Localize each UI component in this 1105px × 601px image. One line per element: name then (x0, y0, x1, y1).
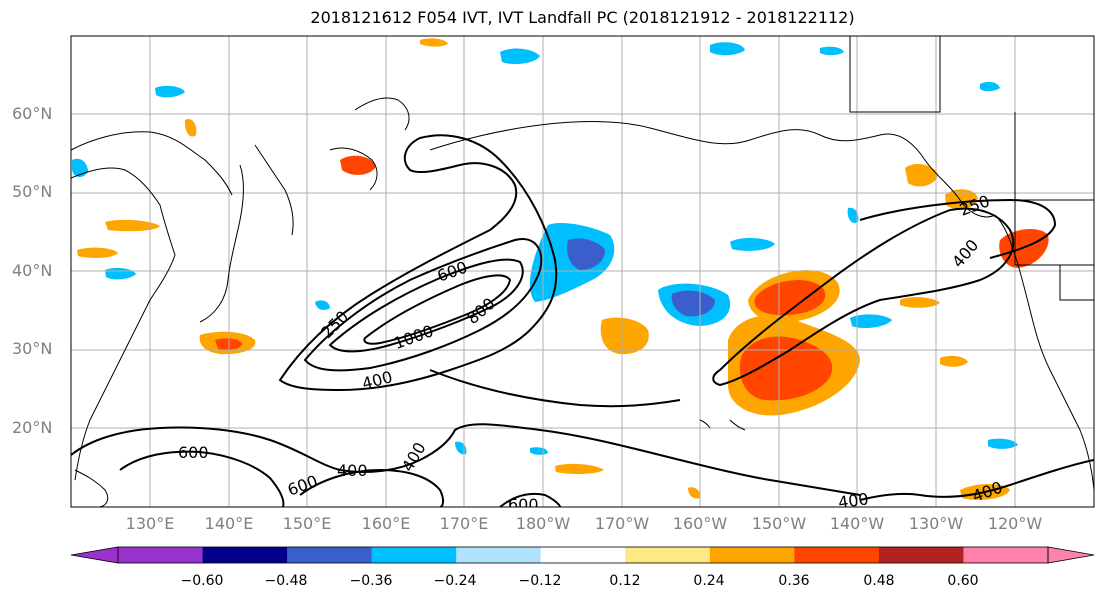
colorbar-tick: −0.24 (433, 573, 477, 589)
colorbar-tick: −0.12 (518, 573, 562, 589)
ivt-contours (71, 134, 1094, 507)
colorbar-tick: 0.12 (609, 573, 641, 589)
colorbar-extend-low (70, 546, 119, 564)
lon-label-160w: 160°W (672, 514, 728, 533)
lon-label-140e: 140°E (204, 514, 254, 533)
lon-label-140w: 140°W (829, 514, 885, 533)
colorbar-tick: −0.36 (349, 573, 393, 589)
colorbar-segment (287, 547, 373, 563)
map-title: 2018121612 F054 IVT, IVT Landfall PC (20… (310, 8, 855, 27)
colorbar-segment (456, 547, 542, 563)
colorbar-outline (117, 546, 1049, 564)
colorbar (70, 546, 1095, 564)
colorbar-segment (878, 547, 964, 563)
contour-label: 400 (837, 489, 870, 512)
colorbar-segment (118, 547, 204, 563)
colorbar-tick: 0.48 (863, 573, 895, 589)
lon-label-170w: 170°W (594, 514, 650, 533)
colorbar-tick: −0.48 (264, 573, 308, 589)
colorbar-extend-high (1047, 546, 1095, 564)
colorbar-segment (540, 547, 626, 563)
lat-label-60n: 60°N (12, 104, 53, 123)
lon-label-150w: 150°W (751, 514, 807, 533)
lat-label-40n: 40°N (12, 261, 53, 280)
lon-label-130e: 130°E (125, 514, 175, 533)
lon-label-160e: 160°E (361, 514, 411, 533)
lat-label-50n: 50°N (12, 182, 53, 201)
colorbar-segment (794, 547, 880, 563)
contour-label: 600 (508, 495, 539, 514)
positive-anomaly-regions (77, 38, 1049, 500)
colorbar-segment (625, 547, 711, 563)
lon-label-180w: 180°W (515, 514, 571, 533)
map-frame (70, 35, 1095, 508)
colorbar-tick: −0.60 (180, 573, 224, 589)
lon-label-170e: 170°E (439, 514, 489, 533)
colorbar-segment (709, 547, 795, 563)
lon-label-130w: 130°W (908, 514, 964, 533)
colorbar-segment (202, 547, 288, 563)
contour-label: 600 (178, 443, 209, 462)
contour-label: 400 (337, 461, 368, 480)
lon-label-120w: 120°W (987, 514, 1043, 533)
lat-label-30n: 30°N (12, 339, 53, 358)
coastlines (71, 97, 1094, 507)
colorbar-tick: 0.36 (778, 573, 810, 589)
colorbar-segment (371, 547, 457, 563)
lon-label-150e: 150°E (282, 514, 332, 533)
colorbar-tick: 0.60 (947, 573, 979, 589)
colorbar-segment (963, 547, 1049, 563)
lat-label-20n: 20°N (12, 418, 53, 437)
colorbar-tick: 0.24 (693, 573, 725, 589)
